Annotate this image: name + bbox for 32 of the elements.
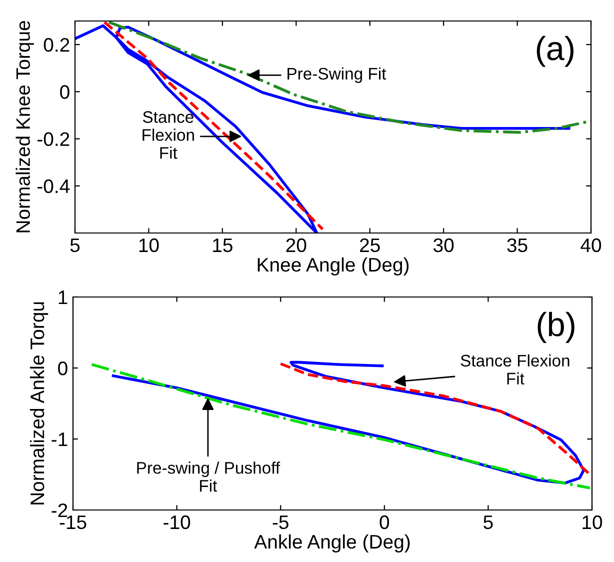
x-tick-label: 25	[360, 238, 380, 252]
x-tick-label: 10	[582, 515, 602, 530]
y-tick-label: 0	[60, 85, 70, 99]
chart-title: (b)	[538, 312, 574, 343]
x-tick-label: 20	[286, 238, 306, 252]
annotation: Pre-Swing Fit	[288, 67, 386, 83]
x-axis-title: Ankle Angle (Deg)	[254, 534, 410, 552]
x-tick-label: 30	[434, 238, 454, 252]
annotation: Pre-swing / Pushoff Fit	[137, 462, 280, 492]
y-tick-label: -0.4	[38, 179, 70, 194]
y-axis-title: Normalized Knee Torque	[16, 21, 34, 232]
chart-title: (a)	[536, 36, 574, 67]
x-tick-label: 40	[580, 238, 602, 252]
x-tick-label: -10	[164, 515, 190, 530]
x-tick-label: 0	[380, 515, 390, 530]
y-tick-label: 1	[58, 290, 68, 304]
x-tick-label: 15	[213, 238, 232, 252]
annotation: Stance Flexion Fit	[142, 111, 194, 159]
y-tick-label: -0.2	[38, 132, 70, 146]
x-tick-label: -5	[272, 516, 288, 530]
y-tick-label: -1	[52, 432, 68, 446]
y-tick-label: 0	[58, 361, 68, 376]
y-tick-label: -2	[52, 503, 68, 518]
y-tick-label: 0.2	[44, 38, 70, 52]
x-tick-label: 10	[139, 238, 159, 252]
y-axis-title: Normalized Ankle Torqu	[30, 302, 48, 504]
x-tick-label: 35	[507, 238, 528, 252]
annotation: Stance Flexion Fit	[460, 354, 570, 385]
x-tick-label: -15	[60, 516, 86, 530]
x-tick-label: 5	[484, 516, 493, 530]
x-axis-title: Knee Angle (Deg)	[258, 257, 409, 276]
x-tick-label: 5	[70, 238, 80, 252]
